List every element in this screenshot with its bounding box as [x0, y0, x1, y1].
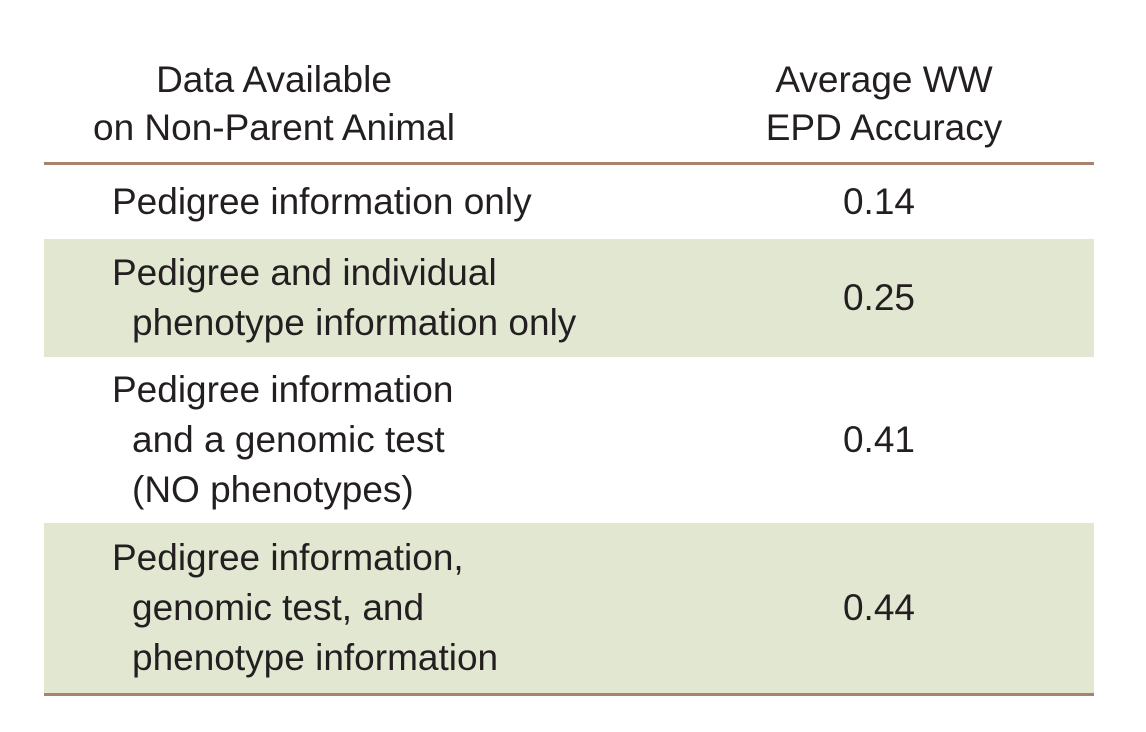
row-label-line: Pedigree information [112, 369, 454, 410]
row-label-line: phenotype information only [132, 302, 577, 343]
table-row: Pedigree information, genomic test, and … [44, 523, 1094, 693]
row-label: Pedigree information only [44, 177, 832, 227]
bottom-rule [44, 693, 1094, 696]
header-col1-line1: Data Available [156, 59, 392, 100]
row-label: Pedigree and individual phenotype inform… [44, 248, 832, 348]
row-label: Pedigree information and a genomic test … [44, 365, 832, 515]
table-header: Data Available on Non-Parent Animal Aver… [44, 0, 1094, 162]
row-label-line: genomic test, and [132, 587, 425, 628]
row-value: 0.41 [842, 419, 915, 460]
row-label-line: phenotype information [132, 637, 499, 678]
row-value: 0.14 [842, 181, 915, 222]
accuracy-table: Data Available on Non-Parent Animal Aver… [44, 0, 1094, 696]
top-rule [44, 162, 1094, 165]
row-label-line: (NO phenotypes) [132, 469, 414, 510]
row-label: Pedigree information, genomic test, and … [44, 533, 832, 683]
table-row: Pedigree information and a genomic test … [44, 357, 1094, 523]
row-value: 0.44 [842, 587, 915, 628]
row-label-line: Pedigree information only [112, 181, 532, 222]
header-data-available: Data Available on Non-Parent Animal [44, 56, 504, 152]
table-row: Pedigree information only 0.14 [44, 165, 1094, 239]
row-label-line: Pedigree and individual [112, 252, 497, 293]
header-col2-line2: EPD Accuracy [765, 107, 1003, 148]
header-accuracy: Average WW EPD Accuracy [704, 56, 1064, 152]
row-value: 0.25 [842, 277, 915, 318]
row-label-line: and a genomic test [132, 419, 445, 460]
header-col1-line2: on Non-Parent Animal [93, 107, 455, 148]
header-col2-line1: Average WW [775, 59, 993, 100]
row-label-line: Pedigree information, [112, 537, 464, 578]
table-row: Pedigree and individual phenotype inform… [44, 239, 1094, 357]
